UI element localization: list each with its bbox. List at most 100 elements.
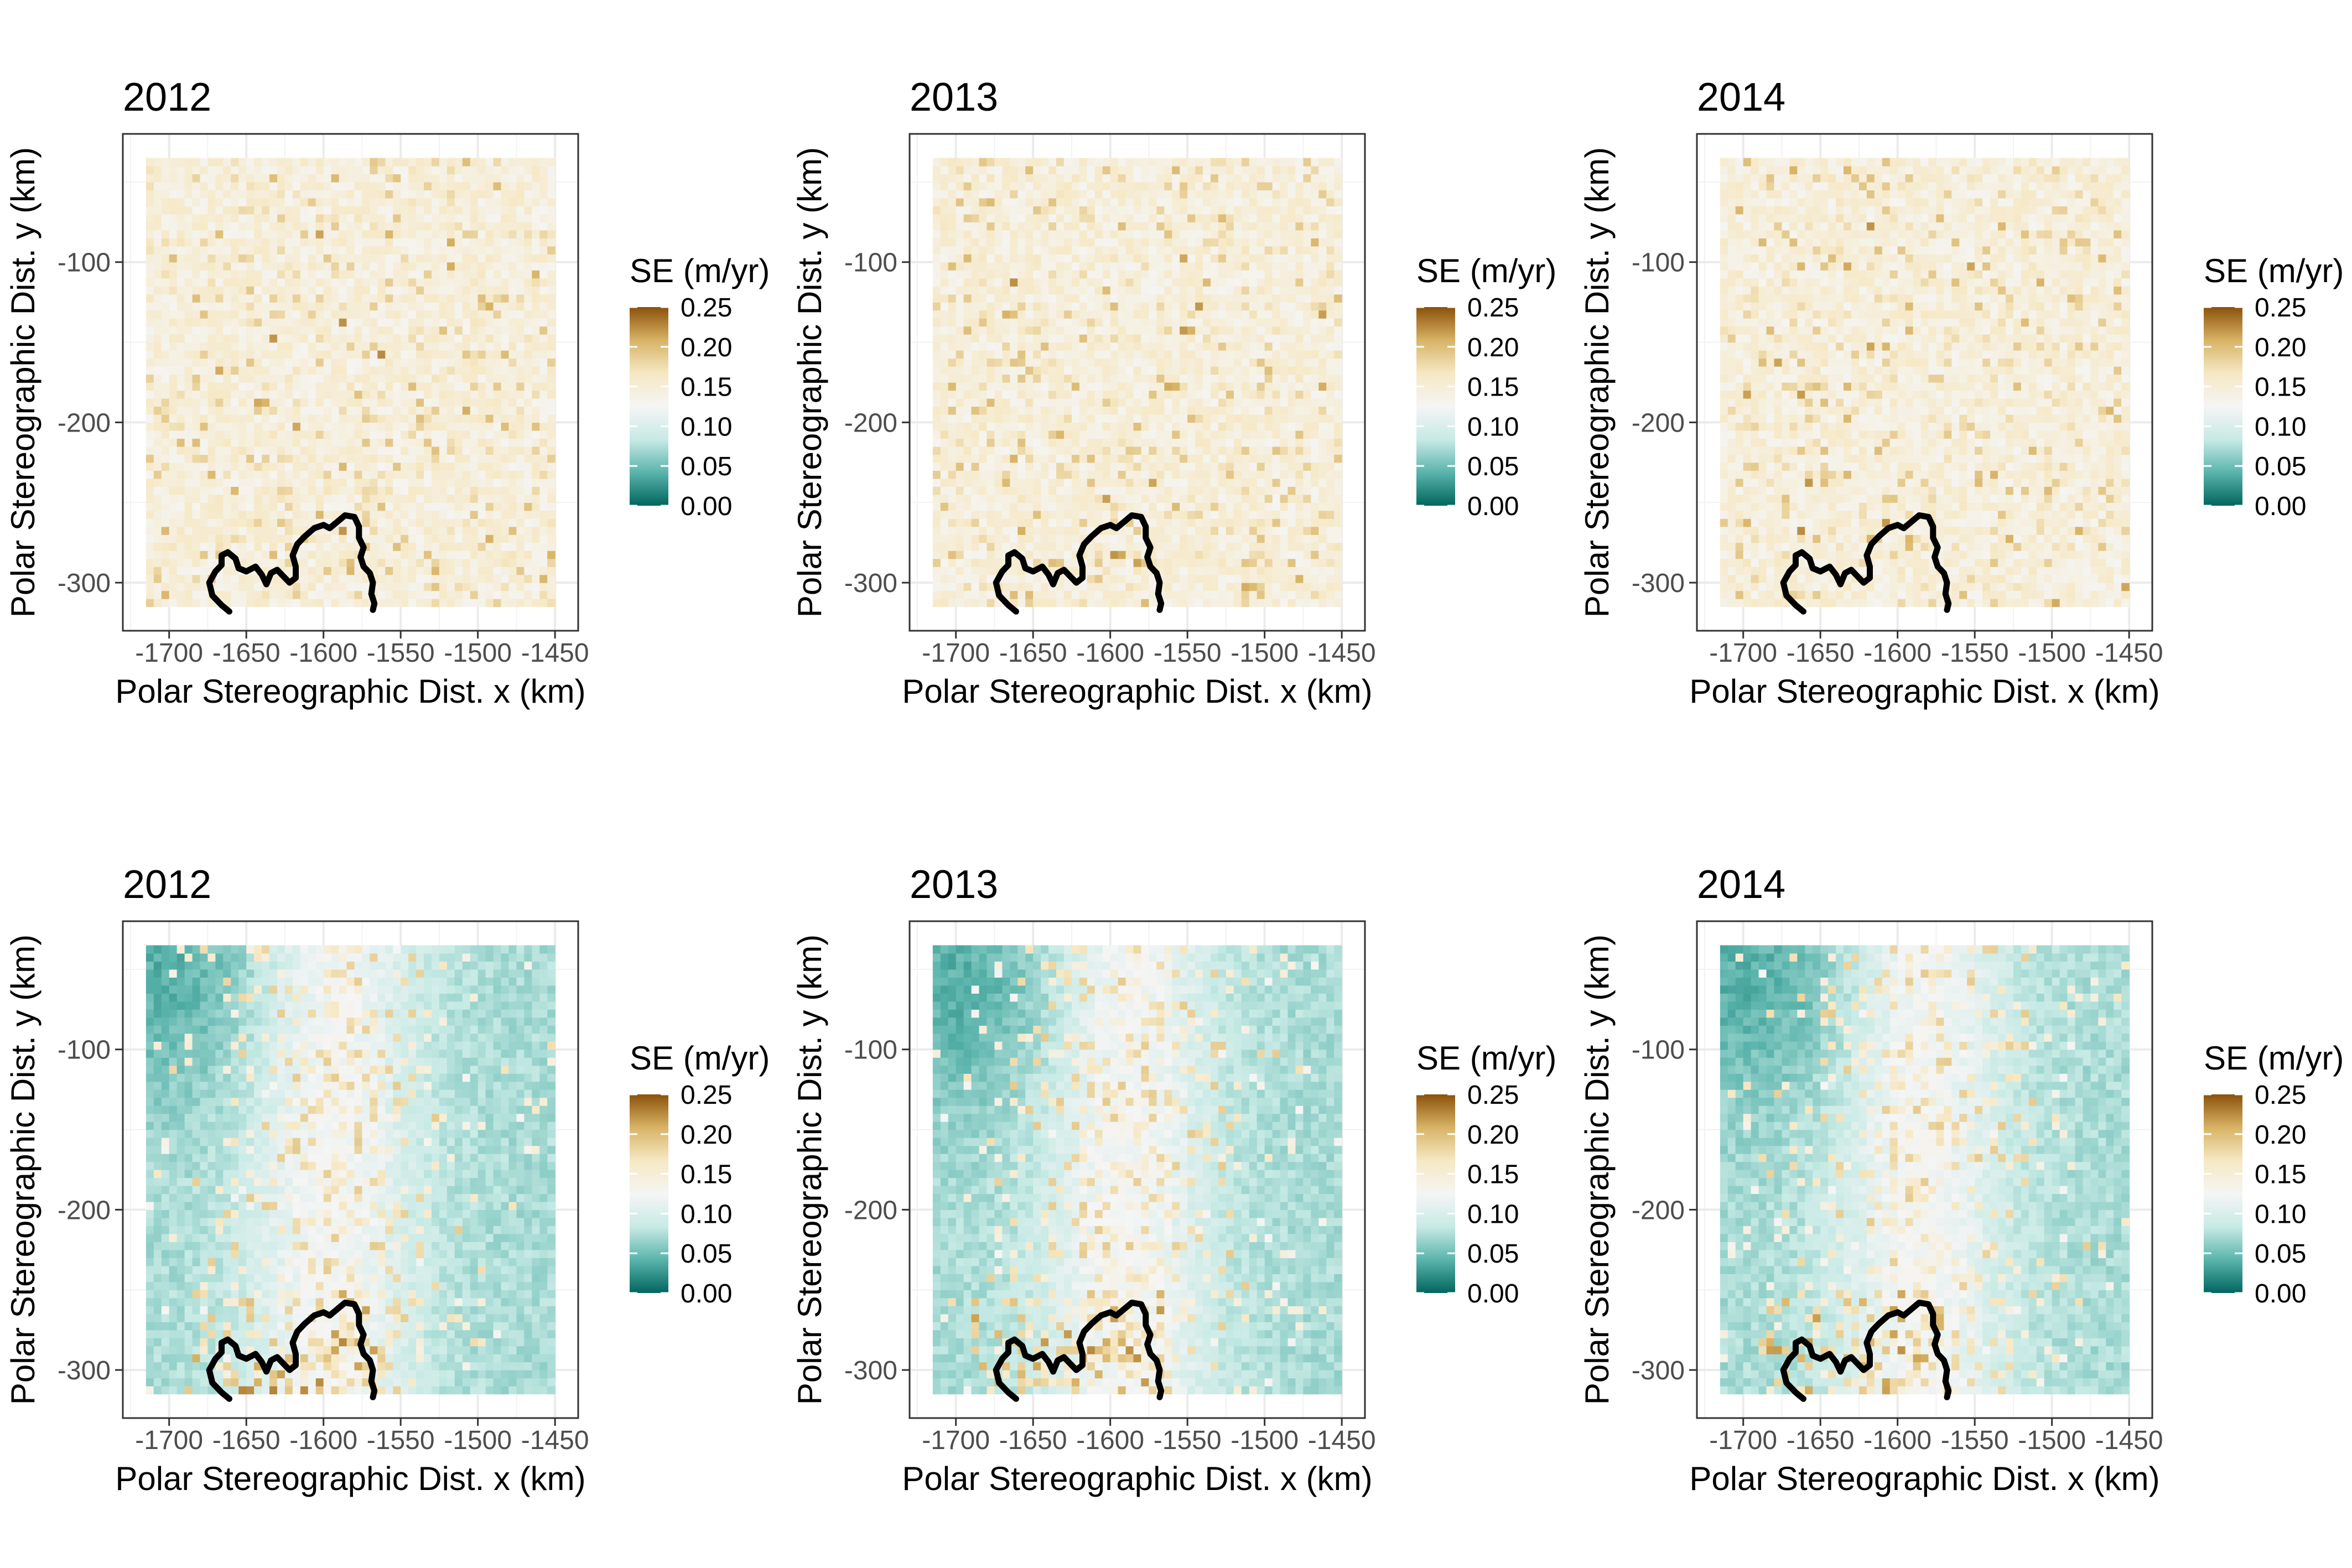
heatmap-cell [508,358,517,367]
heatmap-cell [385,478,393,487]
heatmap-cell [516,342,525,351]
heatmap-cell [184,270,193,279]
heatmap-cell [254,350,262,359]
heatmap-cell [153,262,162,271]
heatmap-cell [493,334,502,343]
heatmap-cell [1203,470,1211,479]
heatmap-cell [1041,470,1049,479]
heatmap-cell [1233,414,1242,423]
heatmap-cell [277,558,285,567]
heatmap-cell [948,438,957,447]
heatmap-cell [339,278,347,287]
heatmap-cell [215,342,224,351]
heatmap-cell [1233,326,1242,335]
heatmap-cell [262,342,270,351]
heatmap-cell [262,334,270,343]
heatmap-cell [408,358,417,367]
heatmap-cell [462,206,471,215]
heatmap-cell [1056,526,1065,535]
heatmap-cell [932,526,941,535]
heatmap-cell [207,510,216,519]
heatmap-cell [354,398,363,407]
heatmap-cell [1010,462,1018,471]
heatmap-cell [1033,478,1041,487]
heatmap-cell [462,165,471,175]
heatmap-cell [184,567,193,575]
heatmap-cell [176,430,185,439]
heatmap-cell [1226,406,1234,415]
panel-top-2012: -1700 -1650 -1600 -1550 -1500 -1450-100-200-3… [4,75,770,710]
heatmap-cell [1303,486,1311,495]
heatmap-cell [971,534,980,543]
heatmap-cell [408,526,417,535]
heatmap-cell [176,470,185,479]
heatmap-cell [254,542,262,551]
heatmap-cell [1326,390,1335,399]
heatmap-cell [1010,542,1018,551]
heatmap-cell [956,374,964,383]
heatmap-cell [262,502,270,511]
heatmap-cell [354,318,363,327]
heatmap-cell [987,382,995,391]
heatmap-cell [485,551,494,559]
heatmap-cell [238,470,247,479]
heatmap-cell [416,599,424,608]
heatmap-cell [1287,470,1296,479]
heatmap-cell [354,583,363,591]
heatmap-cell [485,278,494,287]
heatmap-cell [948,430,957,439]
heatmap-cell [1056,406,1065,415]
heatmap-cell [284,366,293,375]
panel-border [122,133,579,632]
heatmap-cell [508,406,517,415]
heatmap-cell [184,478,193,487]
heatmap-cell [1203,486,1211,495]
heatmap-cell [1272,334,1281,343]
heatmap-cell [516,542,525,551]
heatmap-cell [1071,502,1080,511]
heatmap-cell [532,246,540,255]
heatmap-cell [1326,350,1335,359]
heatmap-cell [501,599,510,608]
heatmap-cell [238,542,247,551]
heatmap-cell [192,414,201,423]
heatmap-cell [354,181,363,190]
heatmap-cell [446,302,455,311]
heatmap-cell [176,502,185,511]
heatmap-cell [1110,366,1119,375]
heatmap-cell [207,494,216,503]
heatmap-cell [207,254,216,263]
heatmap-cell [385,486,393,495]
heatmap-cell [292,494,301,503]
heatmap-cell [1063,542,1072,551]
heatmap-cell [493,470,502,479]
heatmap-cell [971,414,980,423]
heatmap-cell [439,294,448,303]
heatmap-cell [277,238,285,247]
heatmap-cell [362,526,370,535]
heatmap-cell [1133,406,1142,415]
heatmap-cell [1187,574,1196,583]
heatmap-cell [454,190,463,199]
heatmap-cell [323,478,332,487]
heatmap-cell [1125,374,1134,383]
heatmap-cell [292,438,301,447]
heatmap-cell [254,286,262,295]
heatmap-cell [176,518,185,527]
heatmap-cell [1233,470,1242,479]
heatmap-cell [431,518,440,527]
heatmap-cell [1156,326,1165,335]
heatmap-cell [315,510,324,519]
heatmap-cell [501,526,510,535]
heatmap-cell [1002,366,1010,375]
heatmap-cell [354,310,363,319]
heatmap-cell [354,342,363,351]
heatmap-cell [362,590,370,599]
heatmap-cell [277,534,285,543]
heatmap-cell [1226,510,1234,519]
heatmap-cell [370,558,378,567]
heatmap-cell [393,583,401,591]
heatmap-cell [231,398,239,407]
heatmap-cell [501,230,510,238]
heatmap-cell [323,294,332,303]
